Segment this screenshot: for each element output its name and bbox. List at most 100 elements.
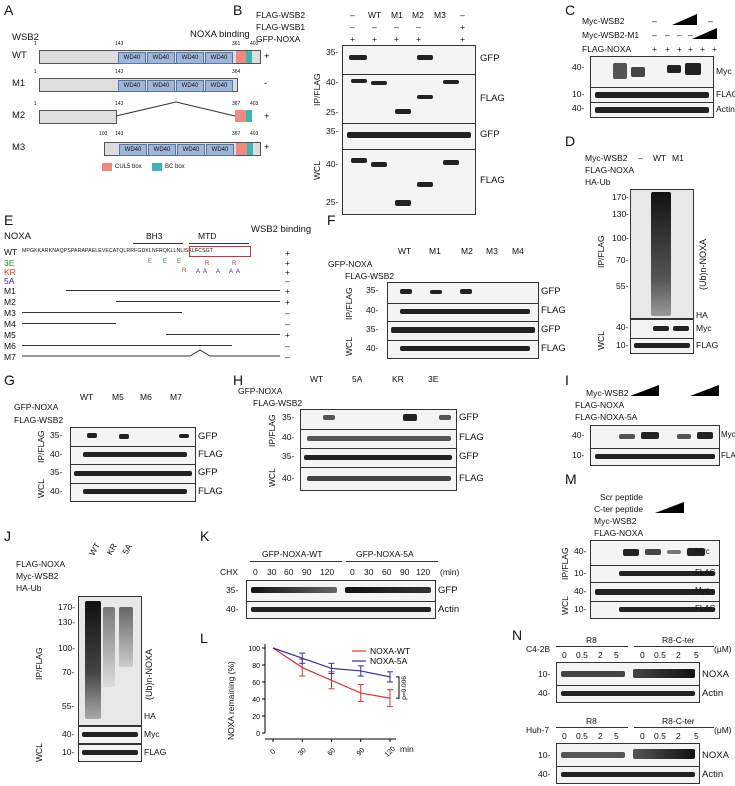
m1-binding: - (264, 78, 268, 89)
band (323, 415, 335, 420)
mw: 70- (62, 667, 75, 677)
n-conc: 0 (640, 731, 645, 741)
m1-start-number: 1 (34, 69, 37, 75)
e-row-m6: M6 (4, 341, 16, 351)
e-bind: – (285, 341, 290, 351)
mw: 35- (50, 467, 63, 477)
cul5-box (235, 110, 246, 122)
i-wedge1 (630, 385, 659, 396)
m1-143-number: 143 (115, 69, 124, 75)
f-col: M4 (512, 246, 524, 256)
wd40-domain: WD40 (176, 80, 204, 92)
y-tick-label: 20 (252, 714, 260, 721)
c-sign: – (677, 30, 682, 40)
panel-label-f: F (327, 212, 336, 228)
wd40-domain: WD40 (205, 52, 233, 64)
j-r3: HA-Ub (16, 583, 42, 593)
e-title: NOXA (4, 231, 31, 242)
d-flag-blot (630, 338, 694, 354)
panel-label-l: L (200, 630, 208, 646)
m3-403-number: 403 (250, 131, 259, 137)
p-bracket (396, 676, 400, 699)
e-bind: + (285, 267, 290, 277)
h-col: 5A (352, 374, 363, 384)
n-actin2: Actin (702, 769, 724, 780)
d-ha: HA (696, 310, 708, 320)
band (633, 669, 695, 678)
i-myc: Myc (721, 430, 735, 439)
e-bind: + (285, 330, 290, 340)
band (83, 452, 187, 457)
x-tick-label: 90 (356, 747, 367, 758)
band (82, 732, 138, 737)
c-sign: + (665, 44, 670, 54)
panel-a-title: WSB2 (12, 32, 39, 43)
e-a-mark: A (229, 269, 234, 275)
band (83, 489, 187, 494)
e-r-mark: R (232, 261, 237, 267)
band (595, 589, 715, 595)
wd40-domain: WD40 (118, 52, 146, 64)
e-bind: – (285, 352, 290, 362)
b-r3-sign: + (416, 34, 421, 44)
mw: 35- (226, 585, 239, 595)
band (74, 471, 192, 476)
c-sign: – (665, 30, 670, 40)
m-flag2: FLAG (695, 604, 716, 613)
k-chx: CHX (220, 567, 238, 577)
wd40-domain: WD40 (176, 52, 204, 64)
e-bind: + (285, 258, 290, 268)
smear (651, 192, 671, 316)
m2-deletion-line (115, 101, 236, 117)
g-r1: GFP-NOXA (14, 402, 59, 412)
legend-bc-label: BC box (165, 164, 185, 170)
n-conc: 0.5 (576, 731, 588, 741)
j-myc: Myc (144, 729, 160, 739)
mw: 40- (574, 586, 587, 596)
n-conc: 0 (640, 650, 645, 660)
d-r2: FLAG-NOXA (585, 165, 635, 175)
mw: 130- (612, 209, 630, 219)
mw: 35- (282, 412, 295, 422)
m-r4: FLAG-NOXA (594, 528, 644, 538)
h-r1: GFP-NOXA (238, 386, 283, 396)
panel-a-row-wt-label: WT (12, 50, 27, 61)
e-row-5a: 5A (4, 276, 15, 286)
mw: 40- (282, 473, 295, 483)
bc-box (247, 143, 253, 155)
h-r2: FLAG-WSB2 (253, 398, 303, 408)
wd40-domain: WD40 (177, 144, 205, 156)
n-noxa2: NOXA (702, 750, 729, 761)
mw: 35- (366, 285, 379, 295)
y-tick-label: 100 (248, 646, 260, 653)
g-wcl-flag-blot (70, 483, 196, 502)
band (685, 63, 701, 75)
x-tick-label: 30 (297, 747, 308, 758)
mw: 130- (58, 617, 76, 627)
band (251, 587, 337, 593)
bh3-bar (133, 243, 183, 244)
band (613, 63, 627, 79)
n2-actin-blot (556, 766, 700, 784)
wd40-domain: WD40 (205, 80, 233, 92)
band (561, 752, 625, 758)
e-row-m2: M2 (4, 297, 16, 307)
e-row-m3: M3 (4, 308, 16, 318)
mw: 10- (538, 669, 551, 679)
m3-binding: + (264, 142, 270, 153)
legend-bc-swatch (152, 163, 162, 171)
mtd-box (189, 246, 251, 257)
c-sign: + (688, 44, 693, 54)
band (697, 432, 713, 439)
h-gfp: GFP (459, 412, 479, 423)
band (307, 476, 451, 481)
b-r1-sign: – (350, 10, 355, 20)
n-line (634, 727, 714, 728)
d-myc: Myc (696, 323, 712, 333)
c-sign: + (700, 44, 705, 54)
m3-143-number: 143 (115, 131, 124, 137)
mw: 40- (226, 604, 239, 614)
n-conc: 2 (676, 650, 681, 660)
c-flag: FLAG (716, 89, 735, 99)
